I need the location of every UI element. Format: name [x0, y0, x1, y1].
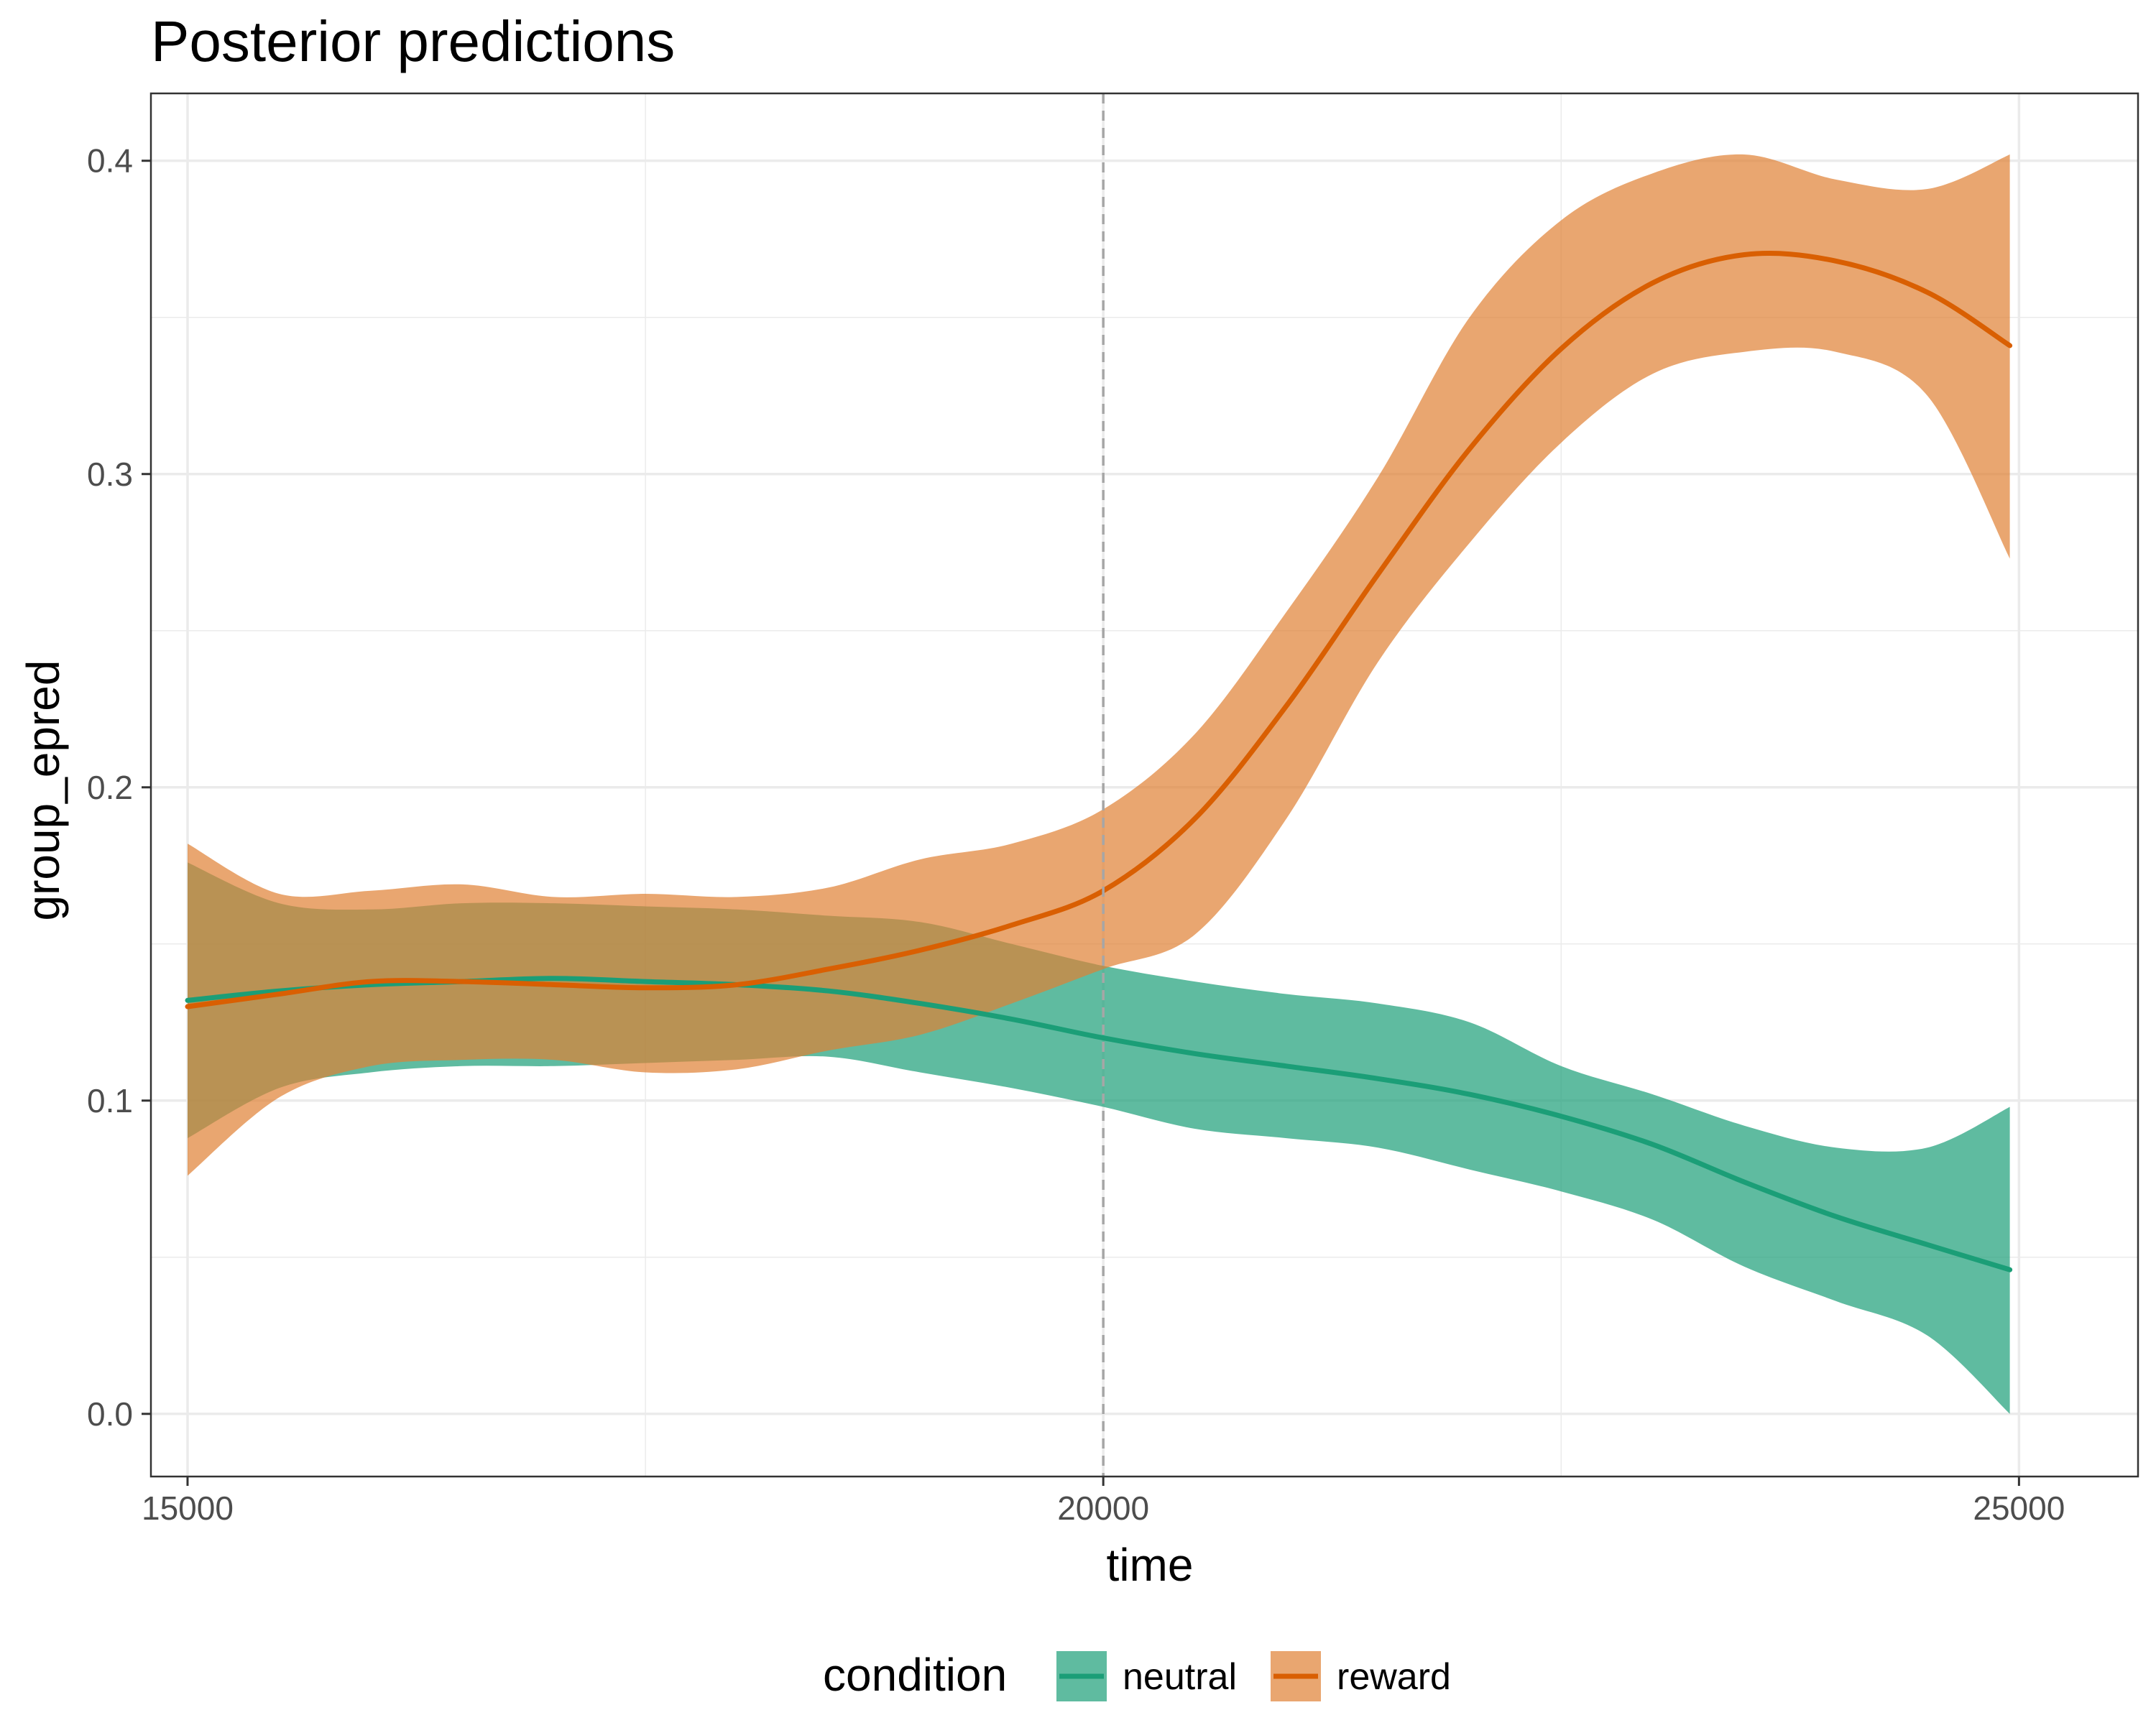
legend-title: condition [823, 1649, 1007, 1701]
x-tick-label: 15000 [142, 1489, 234, 1527]
y-tick-label: 0.3 [87, 456, 133, 493]
legend: condition neutral reward [823, 1649, 1451, 1701]
y-tick-label: 0.0 [87, 1395, 133, 1433]
legend-label-reward: reward [1337, 1656, 1451, 1698]
plot-area [151, 93, 2138, 1477]
y-tick-label: 0.2 [87, 769, 133, 806]
line-reward [185, 251, 2013, 1009]
legend-label-neutral: neutral [1123, 1656, 1237, 1698]
ribbon-reward [188, 154, 2010, 1176]
y-tick-label: 0.1 [87, 1082, 133, 1119]
x-tick-label: 20000 [1057, 1489, 1149, 1527]
x-axis-title: time [1107, 1539, 1194, 1591]
y-axis-title: group_epred [17, 660, 69, 921]
x-tick-label: 25000 [1973, 1489, 2065, 1527]
panel-border [149, 92, 2139, 1478]
y-tick-label: 0.4 [87, 142, 133, 180]
chart-title: Posterior predictions [151, 9, 675, 73]
